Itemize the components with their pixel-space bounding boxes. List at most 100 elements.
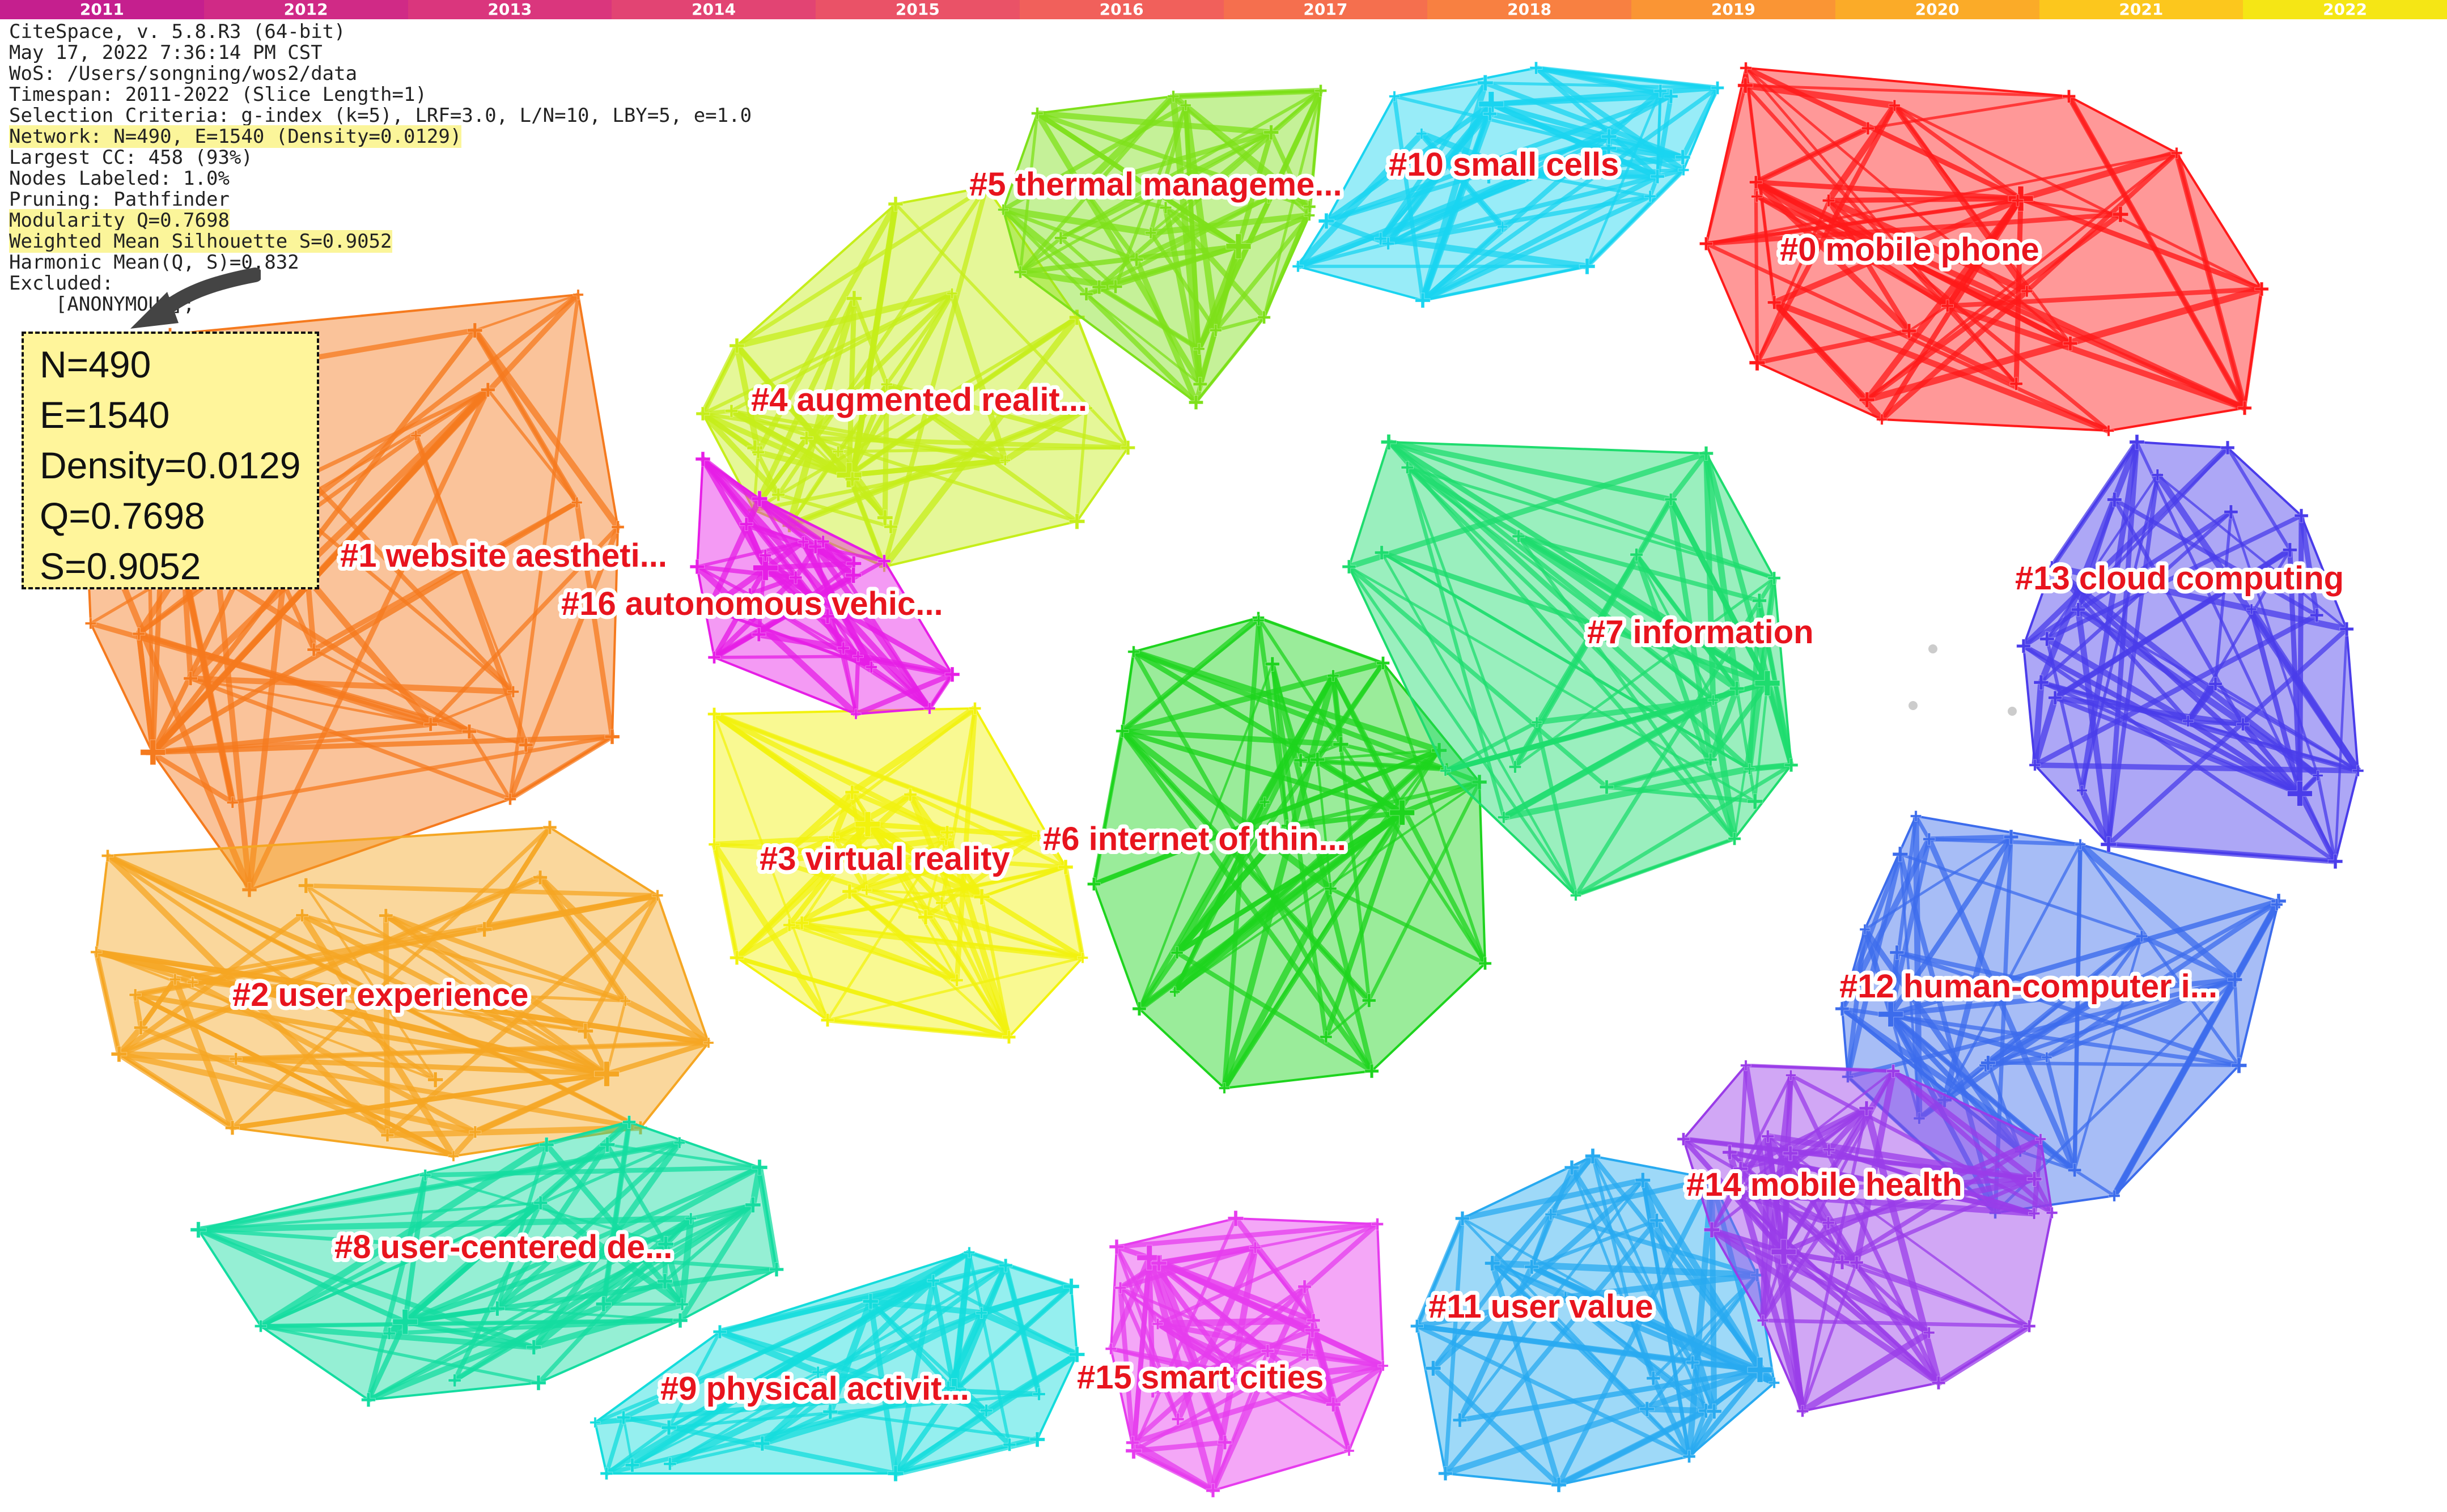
cluster-label-2: #2 user experience: [232, 976, 528, 1013]
edge: [595, 1388, 955, 1425]
edge: [2075, 609, 2112, 845]
node-marker: [392, 1309, 418, 1335]
node-marker: [1325, 1396, 1341, 1412]
edge: [1034, 112, 1203, 386]
edge: [1147, 1258, 1156, 1391]
node-marker: [1757, 1314, 1769, 1327]
node-marker: [1913, 1112, 1926, 1124]
node-marker: [183, 671, 198, 686]
edge: [854, 656, 860, 715]
cluster-4: [695, 180, 1135, 572]
node-marker: [747, 439, 764, 456]
edge: [1757, 328, 1910, 366]
cluster-label-12: #12 human-computer i...: [1839, 968, 2217, 1005]
timeline-bar: 2011 2012 2013 2014 2015 2016 2017 2018 2019 2020…: [0, 0, 2447, 19]
node-marker: [1886, 1064, 1901, 1078]
edge: [1174, 823, 1290, 955]
edge: [1116, 1221, 1378, 1250]
edge: [885, 381, 1007, 463]
edge: [2080, 474, 2159, 791]
edge: [1826, 199, 1911, 333]
edge: [1422, 265, 1588, 302]
edge: [188, 387, 490, 681]
edge: [1789, 1106, 1868, 1156]
edge: [305, 884, 608, 1076]
node-marker: [599, 1137, 616, 1153]
cluster-edges: [1092, 615, 1487, 1090]
edge: [1705, 242, 2110, 432]
node-marker: [2063, 335, 2078, 351]
edge: [603, 1302, 682, 1306]
node-marker: [845, 785, 860, 800]
edge: [1120, 729, 1374, 1073]
edge: [1316, 759, 1332, 889]
node-marker: [1380, 434, 1397, 451]
edge: [1945, 197, 2023, 308]
edge: [118, 876, 541, 1056]
node-marker: [2135, 930, 2148, 942]
edge: [1080, 94, 1176, 190]
edge: [1503, 766, 1750, 821]
node-marker: [461, 724, 477, 740]
edge: [1158, 1245, 1256, 1266]
edge: [1388, 439, 1672, 503]
edge: [1710, 1192, 1736, 1231]
edge: [425, 1174, 667, 1246]
edge: [927, 673, 955, 710]
edge: [385, 913, 626, 1004]
edge: [1711, 1228, 1931, 1335]
node-marker: [1699, 446, 1714, 461]
edge: [894, 1409, 988, 1475]
info-line: Timespan: 2011-2022 (Slice Length=1): [9, 83, 427, 106]
cluster-label-3: #3 virtual reality: [760, 840, 1010, 877]
edge: [931, 1280, 957, 1392]
cluster-label-9: #9 physical activit...: [660, 1370, 969, 1407]
node-marker: [1438, 1466, 1453, 1481]
edge: [1131, 1363, 1384, 1446]
edge: [468, 730, 512, 800]
node-marker: [884, 520, 898, 534]
edge: [850, 792, 869, 891]
edge: [1491, 94, 1672, 107]
node-marker: [1796, 1405, 1809, 1417]
edge: [1270, 664, 1329, 1038]
edge: [1121, 730, 1370, 1001]
edge: [1150, 212, 1310, 236]
edge: [2073, 1169, 2115, 1197]
edge: [235, 1056, 641, 1131]
node-marker: [1664, 89, 1678, 104]
edge: [713, 713, 829, 1021]
edge: [1754, 683, 1769, 802]
edge: [1863, 1107, 1942, 1384]
node-marker: [1314, 84, 1328, 97]
edge: [118, 1051, 476, 1135]
edge: [793, 576, 846, 650]
stat-nodes: N=490: [40, 343, 151, 385]
node-marker: [1699, 236, 1714, 251]
node-marker: [1455, 1211, 1470, 1226]
node-marker: [1032, 829, 1045, 842]
cluster-edges: [711, 706, 1085, 1040]
cluster-label-7: #7 information: [1587, 614, 1814, 651]
node-marker: [820, 1013, 835, 1027]
edge: [452, 1201, 543, 1382]
edge: [1388, 168, 1684, 246]
info-line: WoS: /Users/songning/wos2/data: [9, 62, 358, 85]
node-marker: [254, 1319, 268, 1333]
node-marker: [695, 451, 711, 467]
edge: [546, 1120, 630, 1146]
edge: [1263, 674, 1335, 803]
node-marker: [1374, 545, 1389, 560]
node-marker: [1077, 952, 1088, 963]
info-line: Selection Criteria: g-index (k=5), LRF=3…: [9, 104, 752, 127]
cluster-edges: [1681, 1063, 2054, 1414]
edge: [830, 791, 855, 839]
edge: [2155, 473, 2361, 773]
edge: [700, 344, 740, 415]
edge: [95, 949, 608, 1077]
edge: [761, 1263, 1007, 1446]
edge: [736, 955, 1010, 1039]
node-marker: [2022, 1319, 2036, 1333]
edge: [1151, 1285, 1306, 1392]
